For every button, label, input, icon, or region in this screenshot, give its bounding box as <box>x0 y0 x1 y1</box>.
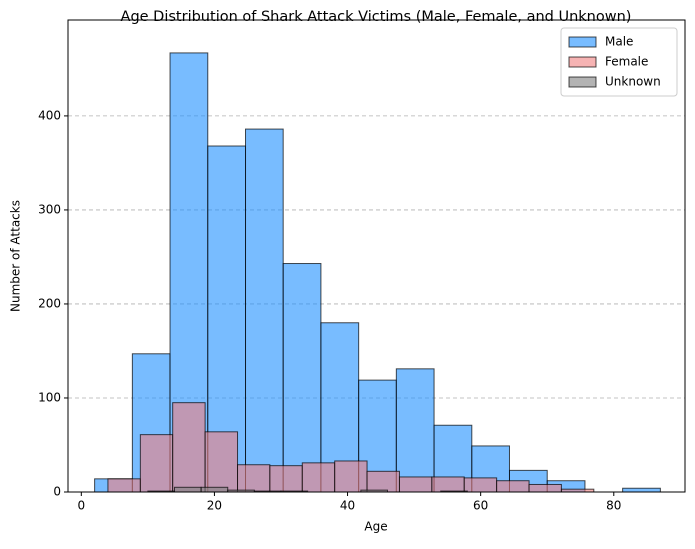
bar <box>398 476 433 493</box>
legend-swatch <box>568 76 597 88</box>
bar <box>334 460 368 493</box>
bar <box>622 487 661 493</box>
bar <box>204 431 239 493</box>
y-tick-label: 400 <box>38 108 61 122</box>
chart-title: Age Distribution of Shark Attack Victims… <box>121 9 632 25</box>
bar <box>431 476 465 493</box>
plot-frame <box>67 19 686 493</box>
bar <box>496 480 530 493</box>
x-tick-label: 80 <box>606 499 621 513</box>
bar <box>269 465 303 493</box>
legend-swatch <box>568 36 597 48</box>
x-tick-label: 40 <box>340 499 355 513</box>
y-axis-label: Number of Attacks <box>9 200 23 312</box>
bar <box>282 263 322 493</box>
legend-label: Male <box>605 35 633 49</box>
bar <box>245 128 284 493</box>
bar <box>366 470 400 493</box>
legend-swatch <box>568 56 597 68</box>
x-tick-label: 0 <box>77 499 85 513</box>
bar <box>173 486 202 493</box>
bar <box>395 368 435 493</box>
bar <box>528 483 562 493</box>
bar <box>200 486 229 493</box>
y-tick-label: 0 <box>53 485 61 499</box>
bar <box>237 464 271 493</box>
x-axis-label: Age <box>364 520 387 534</box>
bar <box>463 477 498 493</box>
bar <box>139 434 174 493</box>
bar <box>107 478 141 493</box>
legend-label: Female <box>605 55 648 69</box>
legend-label: Unknown <box>605 75 661 89</box>
bar <box>301 462 336 493</box>
y-tick-label: 300 <box>38 202 61 216</box>
bar <box>172 402 206 493</box>
x-tick-label: 60 <box>473 499 488 513</box>
y-tick-label: 200 <box>38 296 61 310</box>
x-tick-label: 20 <box>207 499 222 513</box>
y-tick-label: 100 <box>38 390 61 404</box>
